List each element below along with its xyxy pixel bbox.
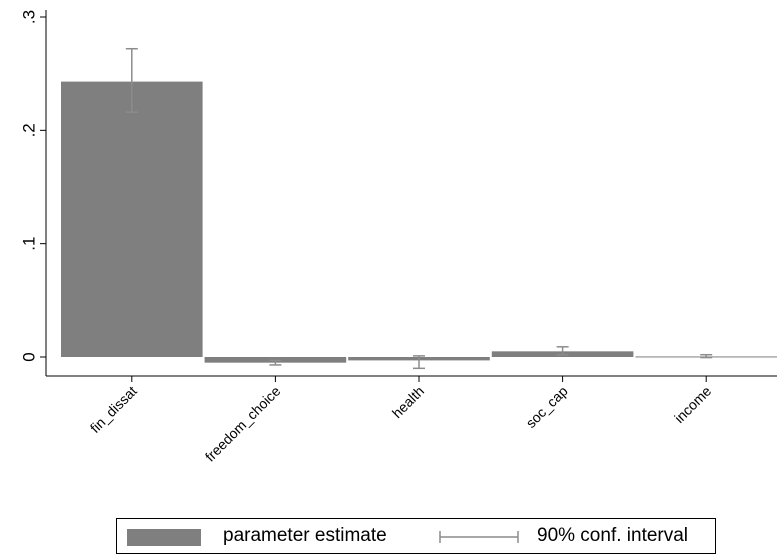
y-ticks: 0 .1 .2 .3 [19,10,46,362]
legend-estimate-label: parameter estimate [223,525,387,546]
x-tick-label-soc_cap: soc_cap [523,383,571,431]
x-tick-label-income: income [671,383,714,426]
chart-canvas: 0 .1 .2 .3 fin_dissat freedom_choice health so… [19,10,777,465]
x-tick-label-freedom_choice: freedom_choice [202,383,284,465]
x-tick-label-health: health [389,383,427,421]
y-tick-label: 0 [19,352,38,361]
legend-ci-label: 90% conf. interval [537,525,689,546]
bar-fin_dissat [61,81,203,357]
legend-ci-symbol [439,531,519,543]
error-bars [125,47,713,370]
y-tick-label: .2 [19,123,38,137]
y-tick-label: .3 [19,10,38,24]
y-tick-label: .1 [19,237,38,251]
legend: parameter estimate 90% conf. interval [116,518,716,554]
bars [61,81,777,363]
legend-estimate-swatch [127,529,201,546]
x-tick-label-fin_dissat: fin_dissat [87,383,140,436]
x-ticks: fin_dissat freedom_choice health soc_cap inc… [87,376,714,465]
